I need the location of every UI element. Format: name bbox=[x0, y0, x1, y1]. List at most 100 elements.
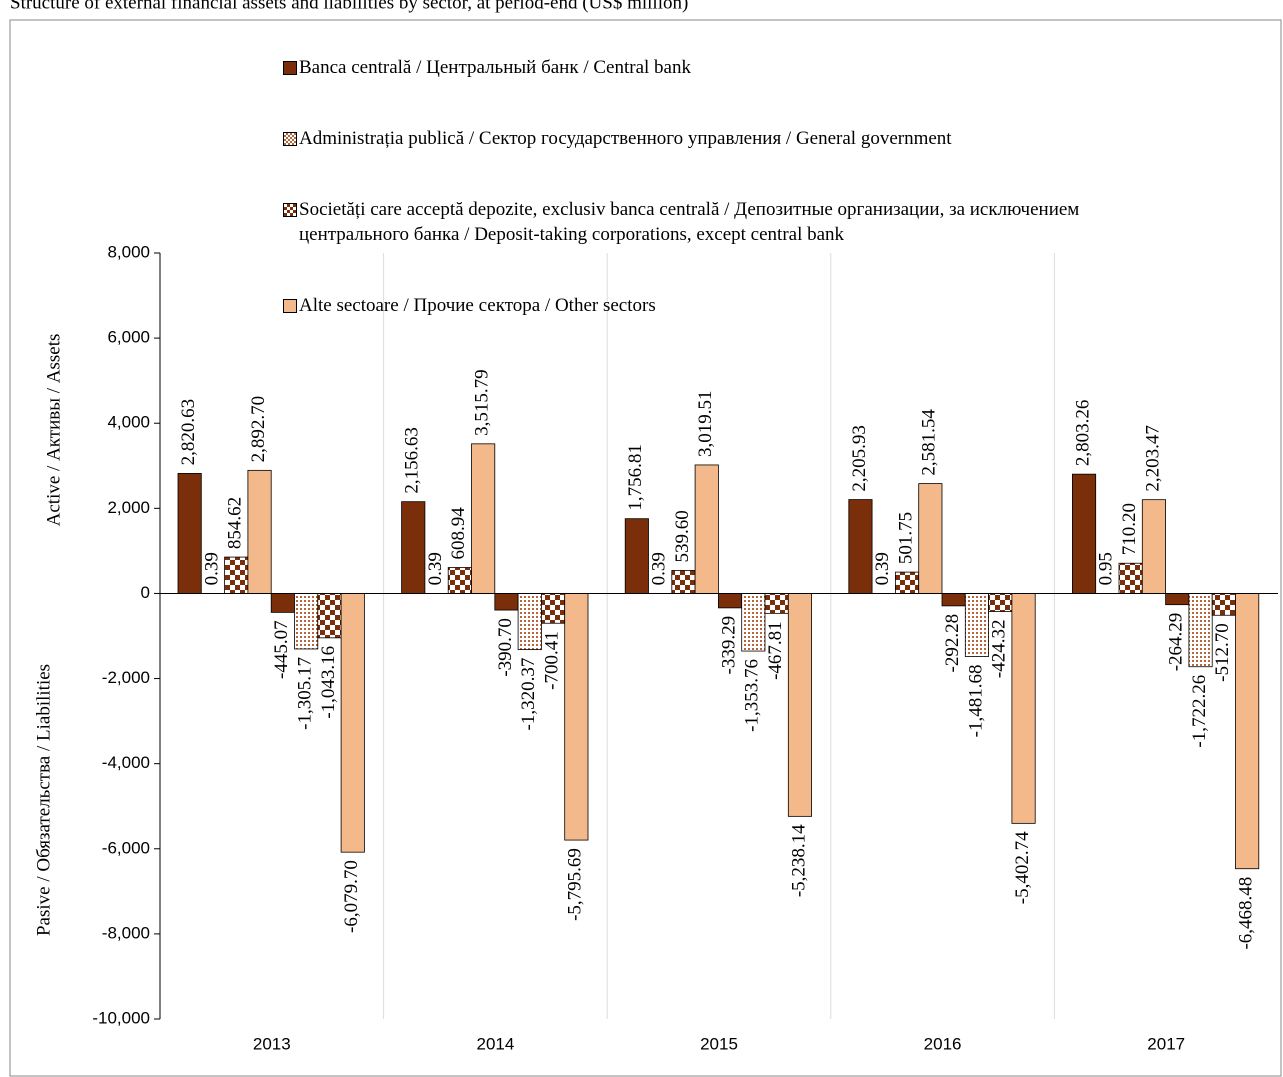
y-axis-title: Active / Активы / Assets bbox=[43, 334, 64, 527]
legend-swatch bbox=[283, 132, 297, 146]
bar bbox=[1118, 562, 1143, 594]
data-label: 2,156.63 bbox=[402, 427, 423, 494]
data-label: -1,481.68 bbox=[965, 664, 986, 737]
x-tick-label: 2015 bbox=[700, 1034, 738, 1053]
data-label: 2,205.93 bbox=[849, 425, 870, 492]
y-tick-label: -10,000 bbox=[92, 1008, 150, 1027]
legend-label: Administrația publică / Сектор государст… bbox=[299, 128, 952, 149]
legend-swatch bbox=[283, 299, 297, 313]
data-label: 0.39 bbox=[872, 552, 893, 585]
bar bbox=[895, 571, 920, 594]
chart-title: Structure of external financial assets a… bbox=[10, 0, 688, 13]
data-label: 2,892.70 bbox=[248, 396, 269, 463]
bar bbox=[471, 443, 496, 594]
data-label: 3,515.79 bbox=[472, 369, 493, 436]
bar bbox=[941, 593, 966, 607]
data-label: -467.81 bbox=[765, 621, 786, 680]
x-tick-label: 2016 bbox=[924, 1034, 962, 1053]
legend-item: Alte sectoare / Прочие сектора / Other s… bbox=[283, 293, 1183, 318]
legend: Banca centrală / Центральный банк / Cent… bbox=[283, 55, 1183, 364]
data-label: -1,305.17 bbox=[295, 657, 316, 730]
bar bbox=[1072, 473, 1097, 594]
data-label: -390.70 bbox=[495, 618, 516, 677]
data-label: -445.07 bbox=[271, 620, 292, 679]
bar bbox=[1165, 593, 1190, 606]
data-label: -292.28 bbox=[942, 614, 963, 673]
data-label: -512.70 bbox=[1212, 623, 1233, 682]
legend-item: Societăți care acceptă depozite, exclusi… bbox=[283, 197, 1183, 247]
y-tick-label: -6,000 bbox=[102, 838, 150, 857]
data-label: -1,722.26 bbox=[1189, 675, 1210, 748]
data-label: 2,820.63 bbox=[178, 399, 199, 466]
data-label: 2,803.26 bbox=[1072, 400, 1093, 467]
bar bbox=[1188, 593, 1213, 668]
legend-label: Alte sectoare / Прочие сектора / Other s… bbox=[299, 295, 656, 316]
data-label: -1,353.76 bbox=[742, 659, 763, 732]
data-label: -6,468.48 bbox=[1236, 877, 1257, 950]
bar bbox=[671, 570, 696, 594]
bar bbox=[694, 464, 719, 594]
data-label: -700.41 bbox=[541, 631, 562, 690]
legend-swatch bbox=[283, 203, 297, 217]
bar bbox=[541, 593, 566, 624]
bar bbox=[964, 593, 989, 657]
bar bbox=[177, 473, 202, 594]
chart-border bbox=[9, 19, 1282, 1077]
x-tick-label: 2014 bbox=[476, 1034, 514, 1053]
y-tick-label: -8,000 bbox=[102, 923, 150, 942]
y-tick-label: 4,000 bbox=[107, 413, 150, 432]
data-label: -5,402.74 bbox=[1012, 831, 1033, 904]
y-tick-label: -4,000 bbox=[102, 753, 150, 772]
bar bbox=[741, 593, 766, 652]
data-label: -424.32 bbox=[989, 620, 1010, 679]
bar bbox=[564, 593, 589, 841]
bar bbox=[848, 499, 873, 594]
y-tick-label: 2,000 bbox=[107, 498, 150, 517]
bar bbox=[247, 469, 272, 594]
y-axis-title: Pasive / Обязательства / Liabilities bbox=[33, 664, 54, 936]
y-tick-label: -2,000 bbox=[102, 668, 150, 687]
data-label: -264.29 bbox=[1166, 613, 1187, 672]
data-label: 0.39 bbox=[649, 552, 670, 585]
bar bbox=[494, 593, 519, 611]
data-label: -5,238.14 bbox=[788, 824, 809, 897]
y-tick-label: 8,000 bbox=[107, 242, 150, 261]
bar bbox=[317, 593, 342, 639]
data-label: -5,795.69 bbox=[565, 848, 586, 921]
bar bbox=[787, 593, 812, 817]
legend-label: Banca centrală / Центральный банк / Cent… bbox=[299, 57, 691, 78]
bar bbox=[447, 567, 472, 594]
legend-swatch bbox=[283, 61, 297, 75]
data-label: 608.94 bbox=[448, 507, 469, 560]
data-label: -339.29 bbox=[718, 616, 739, 675]
bar bbox=[294, 593, 319, 650]
bar bbox=[517, 593, 542, 651]
bar bbox=[224, 556, 249, 594]
y-tick-label: 6,000 bbox=[107, 328, 150, 347]
data-label: 854.62 bbox=[225, 497, 246, 549]
data-label: -6,079.70 bbox=[341, 860, 362, 933]
data-label: 2,203.47 bbox=[1142, 425, 1163, 492]
x-tick-label: 2013 bbox=[253, 1034, 291, 1053]
legend-item: Banca centrală / Центральный банк / Cent… bbox=[283, 55, 1183, 80]
bar bbox=[1141, 499, 1167, 594]
x-tick-label: 2017 bbox=[1147, 1034, 1185, 1053]
data-label: 710.20 bbox=[1119, 503, 1140, 555]
y-tick-label: 0 bbox=[141, 583, 150, 602]
bar bbox=[340, 593, 365, 853]
data-label: -1,043.16 bbox=[318, 646, 339, 719]
legend-label: Societăți care acceptă depozite, exclusi… bbox=[299, 199, 1080, 245]
bar bbox=[918, 483, 943, 594]
bar bbox=[1011, 593, 1036, 824]
data-label: 501.75 bbox=[895, 512, 916, 564]
data-label: 1,756.81 bbox=[625, 444, 646, 511]
bar bbox=[401, 501, 426, 594]
data-label: 2,581.54 bbox=[919, 409, 940, 476]
bar bbox=[718, 593, 743, 609]
data-label: 0.95 bbox=[1096, 552, 1117, 585]
bar bbox=[1235, 593, 1260, 870]
bar bbox=[270, 593, 295, 613]
legend-item: Administrația publică / Сектор государст… bbox=[283, 126, 1183, 151]
